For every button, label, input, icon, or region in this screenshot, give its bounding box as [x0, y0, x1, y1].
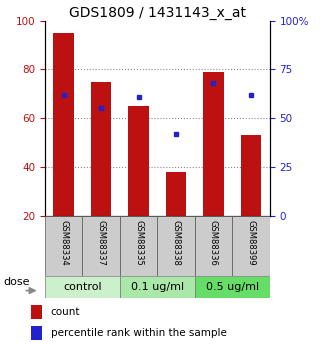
Bar [120, 216, 157, 276]
Text: 0.1 ug/ml: 0.1 ug/ml [131, 282, 184, 292]
Bar [241, 135, 261, 216]
Text: GSM88399: GSM88399 [247, 220, 256, 266]
Bar [232, 216, 270, 276]
Bar [91, 82, 111, 216]
Bar [53, 33, 74, 216]
Bar [128, 106, 149, 216]
Text: GSM88338: GSM88338 [171, 220, 180, 266]
Text: dose: dose [4, 277, 30, 287]
Text: GSM88336: GSM88336 [209, 220, 218, 266]
Bar [166, 172, 186, 216]
Text: count: count [50, 307, 80, 317]
Bar [120, 276, 195, 298]
Bar [195, 216, 232, 276]
Text: GSM88334: GSM88334 [59, 220, 68, 266]
Bar [45, 276, 120, 298]
Text: percentile rank within the sample: percentile rank within the sample [50, 328, 226, 338]
Bar [31, 305, 42, 319]
Bar [82, 216, 120, 276]
Bar [203, 72, 224, 216]
Bar [45, 216, 82, 276]
Bar [31, 326, 42, 340]
Bar [195, 276, 270, 298]
Text: GSM88335: GSM88335 [134, 220, 143, 266]
Text: GSM88337: GSM88337 [97, 220, 106, 266]
Title: GDS1809 / 1431143_x_at: GDS1809 / 1431143_x_at [69, 6, 246, 20]
Bar [157, 216, 195, 276]
Text: 0.5 ug/ml: 0.5 ug/ml [206, 282, 259, 292]
Text: control: control [63, 282, 102, 292]
